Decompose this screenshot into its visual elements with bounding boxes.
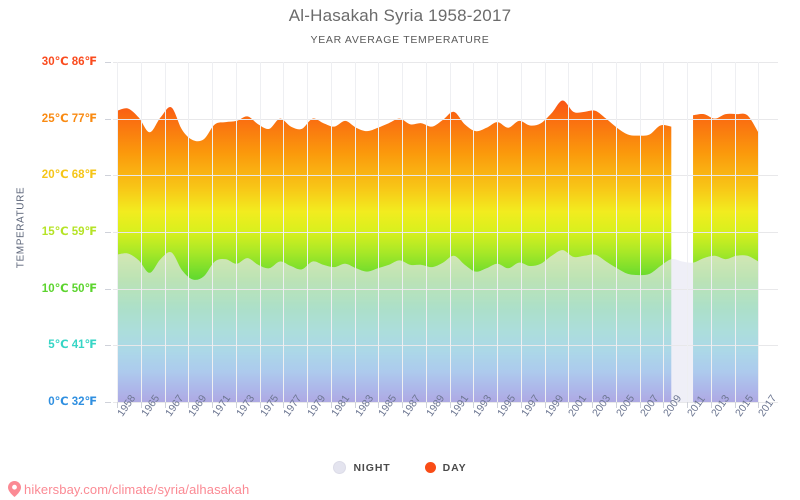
gridline-x <box>425 62 427 402</box>
x-axis-tick <box>307 402 308 408</box>
x-axis-tick <box>592 402 593 408</box>
x-axis-tick <box>615 402 617 408</box>
gridline-x <box>402 62 403 402</box>
x-axis-tick <box>378 402 380 408</box>
y-axis-tick <box>105 288 111 290</box>
gridline-y <box>113 62 778 63</box>
y-axis-tick <box>105 232 111 233</box>
circle-marker <box>424 462 436 473</box>
footer-watermark[interactable]: hikersbay.com/climate/syria/alhasakah <box>8 481 249 497</box>
page-title: Al-Hasakah Syria 1958-2017 <box>288 6 512 25</box>
chart-plot-area <box>113 62 778 403</box>
circle-marker <box>333 461 347 474</box>
y-axis-tick <box>105 62 111 63</box>
gridline-x <box>615 62 617 402</box>
x-axis-tick <box>140 402 142 408</box>
gridline-x <box>710 62 712 402</box>
x-axis-tick <box>520 402 522 408</box>
x-axis-tick <box>568 402 570 408</box>
x-axis-tick <box>473 402 475 408</box>
gridline-x <box>592 62 593 402</box>
x-axis-tick <box>734 402 736 408</box>
y-axis-label: 30℃ 86℉ <box>41 56 97 68</box>
footer-url[interactable]: hikersbay.com/climate/syria/alhasakah <box>24 481 250 497</box>
legend-label: NIGHT <box>353 461 391 474</box>
gridline-x <box>758 62 760 402</box>
x-axis-tick <box>117 402 118 408</box>
x-axis-tick <box>354 402 356 408</box>
night-area <box>117 250 759 402</box>
gridline-x <box>520 62 522 402</box>
y-axis-tick <box>105 118 111 120</box>
y-axis-label: 0℃ 32℉ <box>48 396 97 408</box>
gridline-x <box>639 62 641 402</box>
gridline-x <box>140 62 142 402</box>
gridline-x <box>117 62 118 402</box>
gridline-x <box>449 62 451 402</box>
legend-item-day[interactable]: DAY <box>424 461 467 474</box>
map-pin-icon <box>8 481 21 497</box>
gridline-x <box>544 62 546 402</box>
x-axis-tick <box>710 402 712 408</box>
gridline-x <box>568 62 570 402</box>
chart-subtitle: YEAR AVERAGE TEMPERATURE <box>310 34 490 46</box>
y-axis-tick <box>105 402 111 403</box>
x-axis-tick <box>283 402 285 408</box>
y-axis-label: 15℃ 59℉ <box>41 226 97 238</box>
y-axis-label: 5℃ 41℉ <box>48 339 97 352</box>
gridline-y <box>113 118 778 120</box>
x-axis-tick <box>758 402 760 408</box>
gridline-x <box>497 62 498 402</box>
y-axis-label: 10℃ 50℉ <box>41 282 97 295</box>
x-axis-tick <box>639 402 641 408</box>
gridline-y <box>113 288 778 290</box>
gridline-x <box>235 62 237 402</box>
gridline-x <box>330 62 332 402</box>
chart-legend: NIGHT DAY <box>0 461 800 474</box>
chart-areas <box>117 100 759 402</box>
gridline-y <box>113 345 778 347</box>
x-axis-tick <box>425 402 427 408</box>
gridline-y <box>113 175 778 177</box>
gridline-y <box>113 232 778 233</box>
gridline-x <box>164 62 166 402</box>
x-axis-tick <box>188 402 190 408</box>
gridline-x <box>307 62 308 402</box>
gridline-x <box>354 62 356 402</box>
gridline-x <box>687 62 688 402</box>
gridline-x <box>378 62 380 402</box>
x-axis-tick <box>687 402 688 408</box>
x-axis-tick <box>164 402 166 408</box>
gridline-y <box>113 402 778 403</box>
legend-label: DAY <box>442 461 467 474</box>
gridline-x <box>259 62 261 402</box>
grid-layer <box>113 62 778 403</box>
gridline-x <box>663 62 665 402</box>
gridline-x <box>188 62 190 402</box>
gridline-x <box>283 62 285 402</box>
legend-item-night[interactable]: NIGHT <box>333 461 390 474</box>
x-axis-tick <box>544 402 546 408</box>
x-axis-tick <box>663 402 665 408</box>
y-axis-label: 25℃ 77℉ <box>41 112 97 125</box>
gridline-x <box>473 62 475 402</box>
x-axis-tick <box>402 402 403 408</box>
x-axis-tick <box>497 402 498 408</box>
y-axis-tick <box>105 345 111 347</box>
x-axis-tick <box>235 402 237 408</box>
y-axis-tick <box>105 175 111 177</box>
x-axis-tick <box>212 402 213 408</box>
x-axis-tick <box>330 402 332 408</box>
gridline-x <box>734 62 736 402</box>
x-axis-tick <box>449 402 451 408</box>
gridline-x <box>212 62 213 402</box>
x-axis-tick <box>259 402 261 408</box>
y-axis-label: 20℃ 68℉ <box>41 169 97 182</box>
